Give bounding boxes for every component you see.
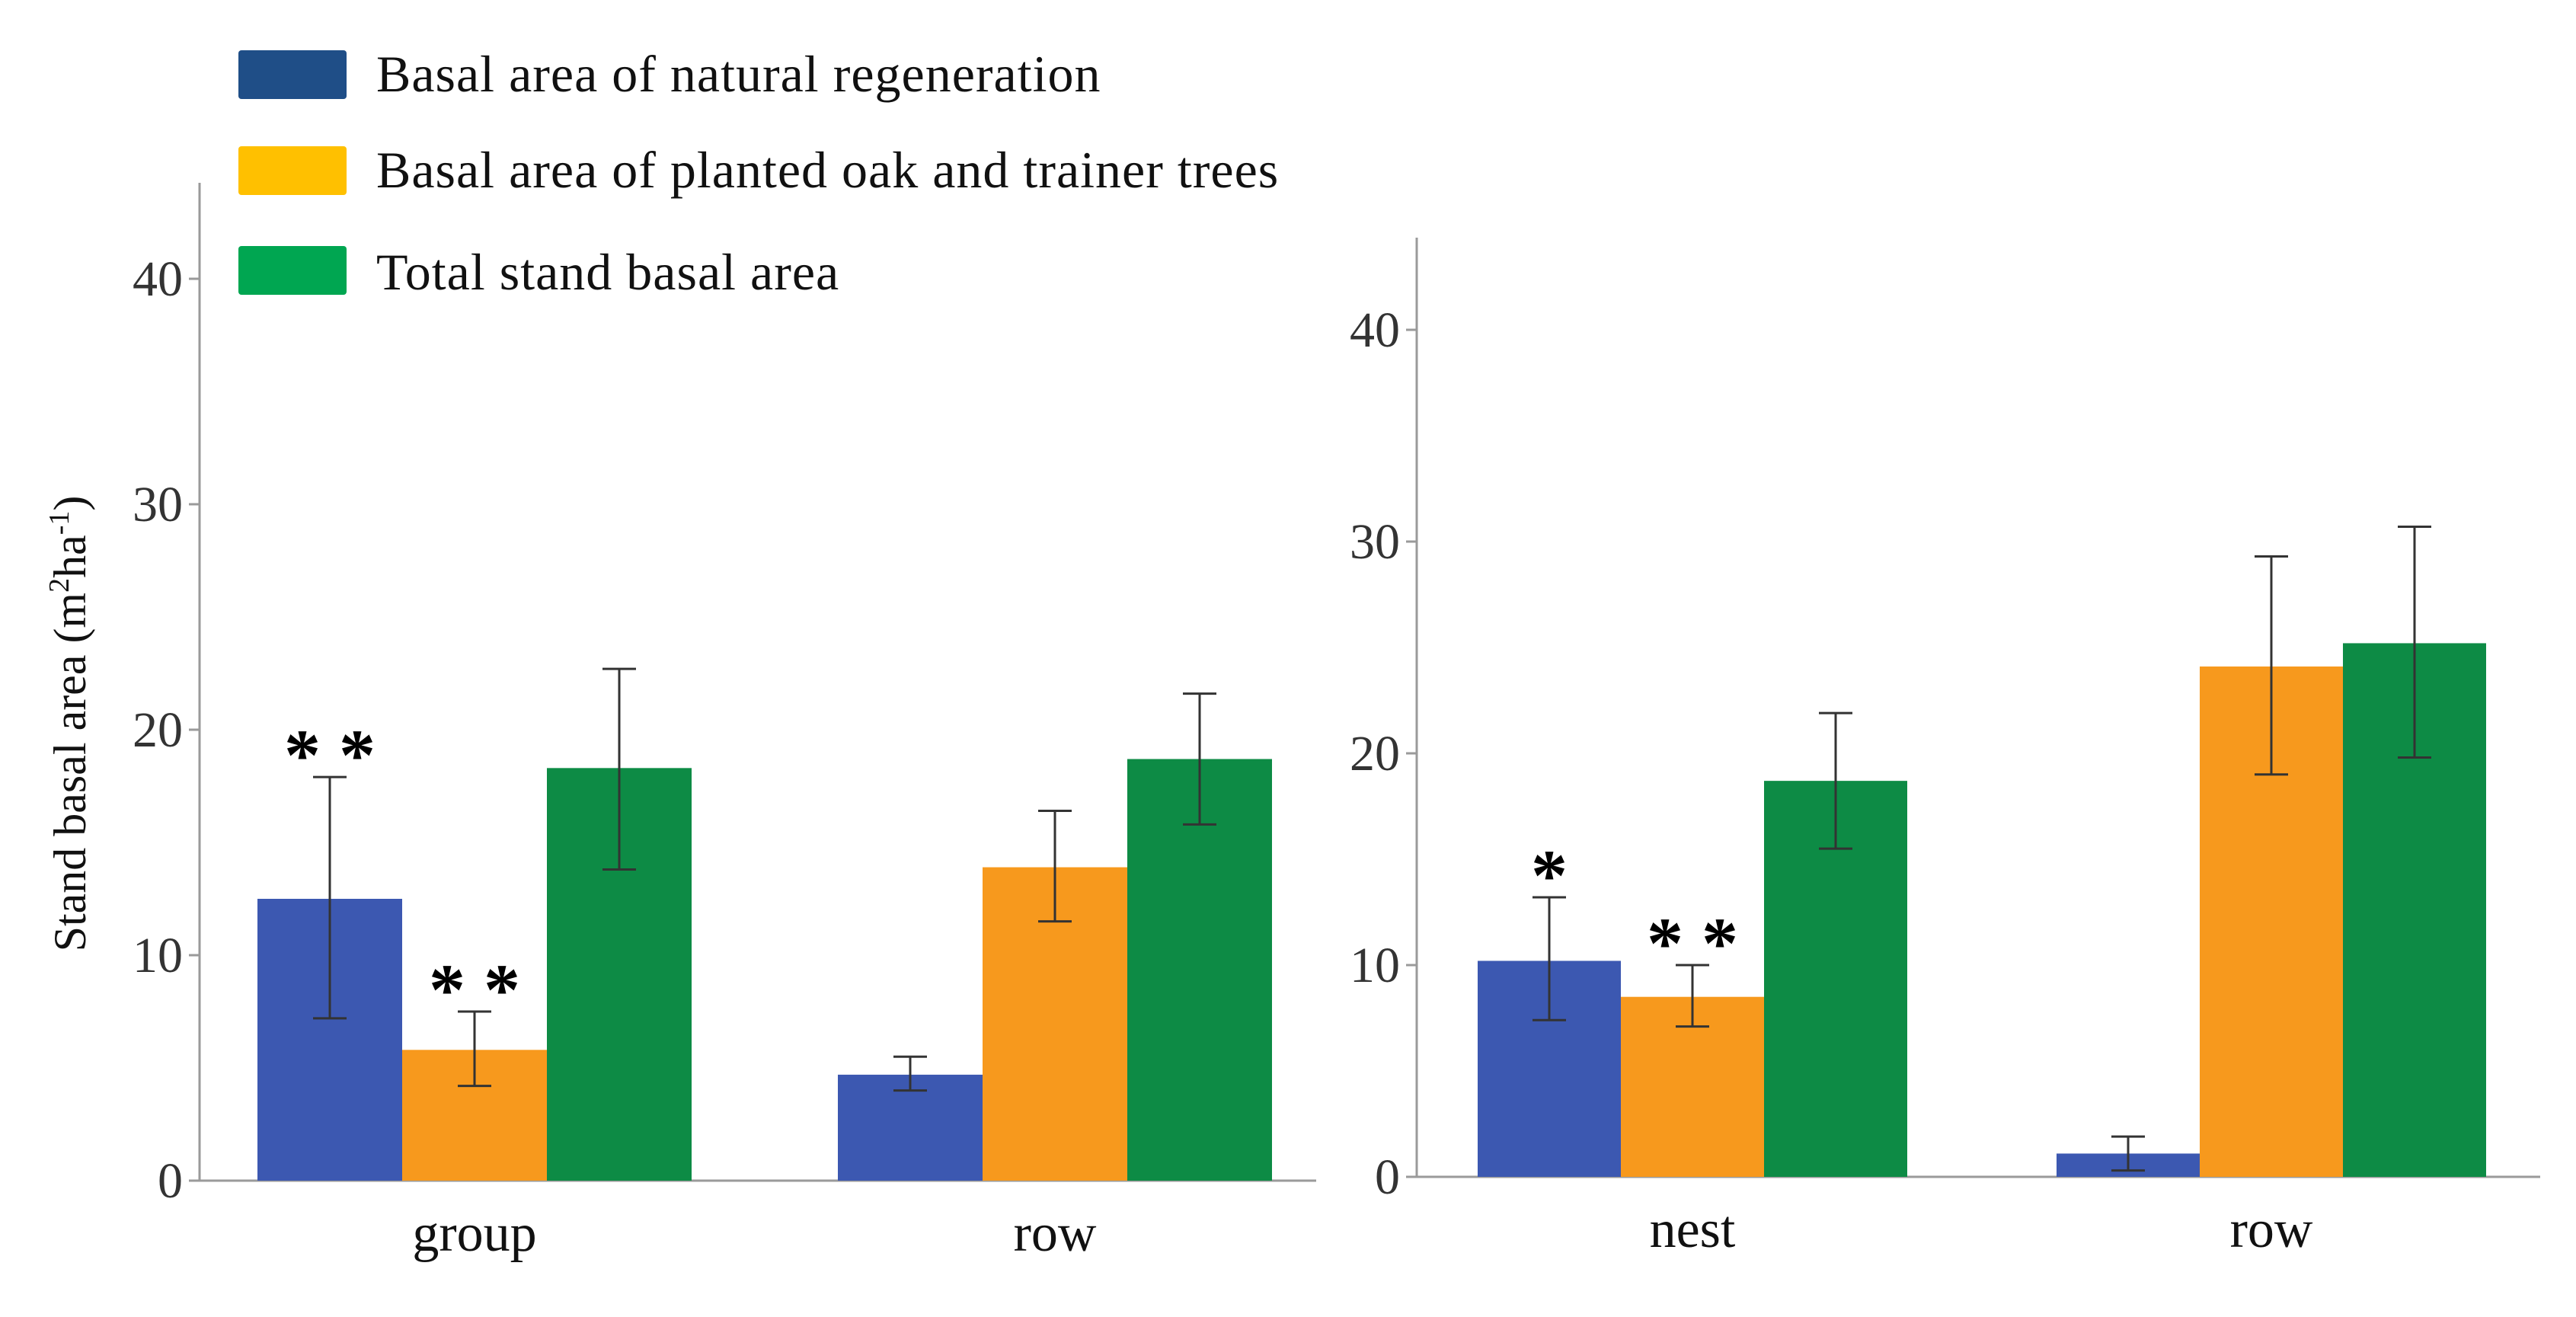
legend-label-total-basal-area: Total stand basal area <box>376 243 839 301</box>
panel-right: 0 10 20 30 40 nest row * * * <box>1350 238 2540 1259</box>
significance-label-1: * * <box>429 949 520 1031</box>
legend: Basal area of natural regeneration Basal… <box>238 45 1279 301</box>
y-tick-label-10: 10 <box>1350 938 1400 993</box>
x-category-label-row: row <box>1014 1204 1097 1263</box>
x-category-label-row: row <box>2230 1200 2313 1259</box>
panel-left: 0 10 20 30 40 group row * * * * <box>133 183 1316 1263</box>
significance-label-1: * * <box>1647 903 1738 984</box>
bar-row-total-stand-basal-area <box>1127 759 1272 1181</box>
legend-swatch-total-basal-area <box>238 246 347 295</box>
y-axis-label-sup-2: -1 <box>43 511 75 535</box>
y-axis-label-end: ) <box>45 496 95 511</box>
y-tick-label-30: 30 <box>1350 514 1400 570</box>
y-tick-label-40: 40 <box>133 251 183 307</box>
y-axis-label: Stand basal area (m2ha-1) <box>43 496 95 952</box>
legend-label-planted-oak: Basal area of planted oak and trainer tr… <box>376 141 1279 199</box>
y-tick-label-0: 0 <box>1375 1149 1400 1205</box>
legend-swatch-planted-oak <box>238 146 347 195</box>
y-tick-label-40: 40 <box>1350 302 1400 358</box>
y-tick-label-10: 10 <box>133 928 183 983</box>
significance-label-0: * * <box>284 714 376 796</box>
bar-row-basal-area-of-natural-regeneration <box>838 1074 983 1181</box>
legend-label-natural-regeneration: Basal area of natural regeneration <box>376 45 1101 103</box>
y-tick-label-30: 30 <box>133 477 183 532</box>
y-tick-label-20: 20 <box>1350 726 1400 782</box>
legend-swatch-natural-regeneration <box>238 50 347 99</box>
y-axis-label-base: Stand basal area (m <box>45 593 95 951</box>
x-category-label-group: group <box>412 1204 536 1263</box>
x-category-label-nest: nest <box>1650 1200 1736 1259</box>
y-tick-label-0: 0 <box>158 1153 183 1209</box>
y-tick-label-20: 20 <box>133 702 183 758</box>
y-axis-label-mid: ha <box>45 535 95 578</box>
significance-label-0: * <box>1531 835 1568 916</box>
y-axis-label-sup-1: 2 <box>43 578 75 593</box>
